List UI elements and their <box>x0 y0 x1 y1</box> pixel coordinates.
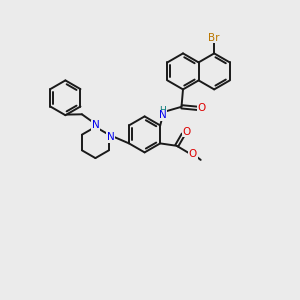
Text: N: N <box>92 120 99 130</box>
Text: N: N <box>159 110 167 120</box>
Text: O: O <box>182 127 190 137</box>
Text: O: O <box>189 149 197 159</box>
Text: Br: Br <box>208 33 220 43</box>
Text: N: N <box>107 132 115 142</box>
Text: O: O <box>197 103 206 113</box>
Text: H: H <box>160 106 166 115</box>
